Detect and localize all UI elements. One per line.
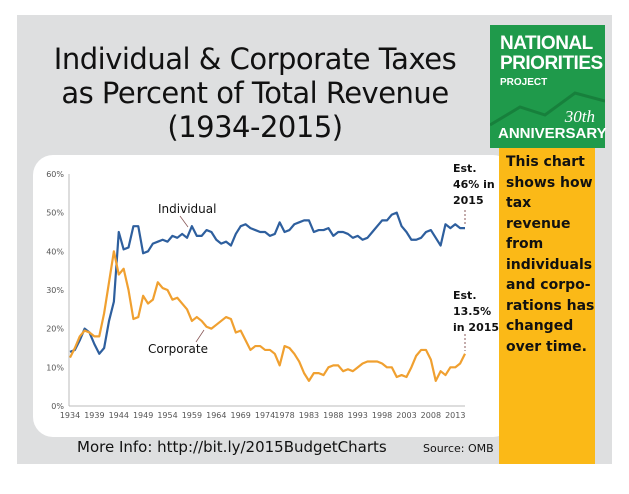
more-info-link[interactable]: More Info: http://bit.ly/2015BudgetChart… — [77, 438, 387, 456]
series-line-corporate — [69, 250, 466, 382]
x-tick-label: 1949 — [133, 411, 153, 420]
x-tick-label: 1983 — [299, 411, 319, 420]
x-tick-label: 1974 — [255, 411, 275, 420]
x-tick-label: 1964 — [206, 411, 226, 420]
y-tick-label: 30% — [46, 286, 64, 295]
title-line: as Percent of Total Revenue — [61, 76, 449, 110]
logo-text: NATIONAL — [500, 33, 593, 54]
logo-zigzag-icon — [490, 91, 605, 127]
description-text: This chart shows how tax revenue from individ… — [506, 152, 594, 357]
description-line: This chart — [506, 154, 585, 170]
y-tick-label: 60% — [46, 170, 64, 179]
title-line: Individual & Corporate Taxes — [53, 42, 457, 76]
description-line: over time. — [506, 338, 587, 355]
source-label: Source: OMB — [423, 442, 494, 455]
y-tick-label: 0% — [51, 402, 64, 411]
description-line: rations has — [506, 297, 595, 314]
y-tick-label: 50% — [46, 209, 64, 218]
npp-logo: NATIONAL PRIORITIES PROJECT 30th ANNIVER… — [490, 25, 607, 148]
description-line: tax — [506, 195, 532, 211]
x-tick-label: 1998 — [372, 411, 392, 420]
annotation-corporate-estimate: Est. — [453, 289, 477, 302]
x-tick-label: 1978 — [274, 411, 294, 420]
x-tick-label: 2003 — [396, 411, 416, 420]
description-sidebar — [499, 148, 595, 464]
logo-text: 30th — [564, 107, 595, 126]
y-tick-label: 20% — [46, 325, 64, 334]
description-line: revenue — [506, 215, 571, 232]
x-tick-label: 1969 — [230, 411, 250, 420]
x-tick-label: 2008 — [421, 411, 441, 420]
annotation-corporate-estimate: 13.5% — [453, 305, 491, 318]
logo-text: ANNIVERSARY — [498, 125, 607, 142]
y-tick-label: 40% — [46, 247, 64, 256]
x-tick-label: 1959 — [182, 411, 202, 420]
x-tick-label: 1988 — [323, 411, 343, 420]
series-line-individual — [69, 211, 465, 355]
x-tick-label: 1993 — [348, 411, 368, 420]
annotation-individual-estimate: 2015 — [453, 194, 484, 207]
x-tick-label: 1939 — [84, 411, 104, 420]
description-line: from — [506, 236, 544, 252]
x-tick-label: 1954 — [157, 411, 177, 420]
description-line: changed — [506, 318, 574, 334]
label-pointer — [179, 215, 189, 228]
x-tick-label: 1944 — [109, 411, 129, 420]
x-tick-label: 2013 — [445, 411, 465, 420]
logo-text: PRIORITIES — [500, 53, 603, 74]
description-line: shows how — [506, 174, 593, 191]
x-tick-label: 1934 — [60, 411, 80, 420]
series-label-individual: Individual — [158, 202, 216, 216]
title-line: (1934-2015) — [167, 110, 343, 144]
logo-text: PROJECT — [500, 77, 548, 88]
chart-title: Individual & Corporate Taxes as Percent … — [20, 42, 490, 144]
annotation-corporate-estimate: in 2015 — [453, 321, 499, 334]
description-line: and corpo- — [506, 277, 591, 293]
annotation-individual-estimate: Est. — [453, 162, 477, 175]
label-pointer — [195, 329, 205, 343]
series-label-corporate: Corporate — [148, 342, 208, 356]
y-tick-label: 10% — [46, 363, 64, 372]
description-line: individuals — [506, 256, 593, 273]
chart-area — [33, 155, 513, 437]
annotation-individual-estimate: 46% in — [453, 178, 495, 191]
